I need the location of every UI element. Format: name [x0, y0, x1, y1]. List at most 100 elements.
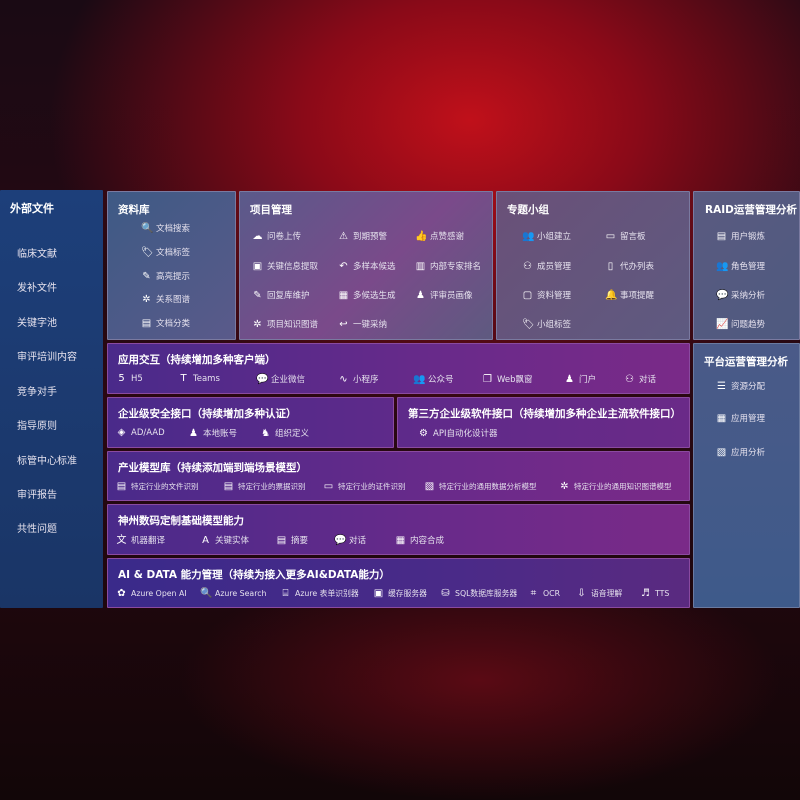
- app-item[interactable]: T Teams: [178, 373, 219, 384]
- entity-icon: A: [202, 534, 209, 546]
- raid-item[interactable]: 👥 角色管理: [716, 260, 765, 273]
- ocr-icon: ⌗: [530, 588, 537, 599]
- ai-item[interactable]: ⌸ Azure 表单识别器: [280, 588, 359, 599]
- base-model-panel: 神州数码定制基础模型能力 文机器翻译 A 关键实体 ▤ 摘要 💬 对话 ▦ 内容合成: [107, 504, 690, 555]
- project-item[interactable]: ♟ 评审员画像: [415, 289, 473, 302]
- ai-item[interactable]: ✿ Azure Open AI: [116, 588, 186, 599]
- sidebar-item[interactable]: 关键字池: [17, 318, 57, 329]
- sidebar-item[interactable]: 标管中心标准: [17, 456, 77, 467]
- doc-classify-item[interactable]: ▤ 文档分类: [141, 317, 190, 330]
- users-icon: 👥: [716, 260, 729, 272]
- library-panel: 资料库 🔍 文档搜索 🏷 文档标签 ✎ 高亮提示 ✲ 关系图谱 ▤ 文档分类: [107, 191, 236, 340]
- label: Azure 表单识别器: [295, 589, 359, 598]
- app-item[interactable]: ❐ Web飘窗: [482, 373, 533, 386]
- platform-item[interactable]: ☰ 资源分配: [716, 380, 765, 393]
- relation-graph-item[interactable]: ✲ 关系图谱: [141, 293, 190, 306]
- label: 问卷上传: [267, 232, 302, 242]
- tts-icon: ♬: [641, 588, 650, 599]
- raid-item[interactable]: ▤ 用户锻炼: [716, 230, 765, 243]
- app-item[interactable]: 5 H5: [116, 373, 143, 384]
- project-item[interactable]: ▣ 关键信息提取: [252, 260, 318, 273]
- label: 关键实体: [215, 536, 250, 546]
- project-item[interactable]: 👍 点赞感谢: [415, 230, 464, 243]
- group-item[interactable]: ▢ 资料管理: [522, 289, 571, 302]
- apps-icon: ▦: [716, 412, 727, 424]
- reply-icon: ↩: [339, 318, 348, 330]
- label: 特定行业的通用知识图谱模型: [574, 482, 672, 491]
- group-item[interactable]: 🏷 小组标签: [522, 318, 571, 331]
- label: 企业微信: [271, 375, 306, 385]
- search-doc-icon: 🔍: [200, 588, 213, 599]
- app-item[interactable]: ♟ 门户: [564, 373, 596, 386]
- label: 采纳分析: [731, 291, 766, 301]
- app-item[interactable]: ∿ 小程序: [338, 373, 378, 386]
- ai-item[interactable]: ▣ 缓存服务器: [373, 588, 427, 599]
- security-item[interactable]: ♟ 本地账号: [188, 427, 237, 440]
- project-item[interactable]: ⚠ 到期预警: [338, 230, 387, 243]
- security-panel: 企业级安全接口（持续增加多种认证） ◈ AD/AAD ♟ 本地账号 ♞ 组织定义: [107, 397, 394, 448]
- sidebar-item[interactable]: 审评培训内容: [17, 352, 77, 363]
- highlight-item[interactable]: ✎ 高亮提示: [141, 270, 191, 283]
- industry-item[interactable]: ✲ 特定行业的通用知识图谱模型: [559, 481, 672, 492]
- group-item[interactable]: ▯ 代办列表: [605, 260, 654, 273]
- ai-item[interactable]: 🔍 Azure Search: [200, 588, 266, 599]
- sidebar-item[interactable]: 临床文献: [17, 249, 57, 260]
- sidebar-item[interactable]: 审评报告: [17, 490, 57, 501]
- ai-item[interactable]: ⇩ 语音理解: [576, 588, 622, 599]
- security-item[interactable]: ◈ AD/AAD: [116, 427, 165, 438]
- project-item[interactable]: ✲ 项目知识图谱: [252, 318, 318, 331]
- app-item[interactable]: 💬 企业微信: [256, 373, 306, 386]
- ai-item[interactable]: ⛁ SQL数据库服务器: [440, 588, 517, 599]
- raid-panel: RAID运营管理分析 ▤ 用户锻炼 👥 角色管理 💬 采纳分析 📈 问题趋势: [693, 191, 800, 340]
- platform-item[interactable]: ▦ 应用管理: [716, 412, 765, 425]
- ai-title: AI & DATA 能力管理（持续为接入更多AI&DATA能力）: [118, 569, 390, 581]
- industry-item[interactable]: ▤ 特定行业的文件识别: [116, 481, 199, 492]
- doc-tag-item[interactable]: 🏷 文档标签: [141, 246, 190, 259]
- group-item[interactable]: ⚇ 成员管理: [522, 260, 571, 273]
- base-item[interactable]: ▤ 摘要: [276, 534, 308, 547]
- label: 特定行业的票据识别: [238, 482, 306, 491]
- ai-item[interactable]: ⌗ OCR: [528, 588, 560, 599]
- group-item[interactable]: 🔔 事项提醒: [605, 289, 654, 302]
- project-item[interactable]: ✎ 回复库维护: [252, 289, 309, 302]
- window-icon: ▣: [252, 260, 263, 272]
- label: 对话: [639, 375, 657, 385]
- label: 公众号: [428, 375, 454, 385]
- industry-item[interactable]: ▧ 特定行业的通用数据分析模型: [424, 481, 537, 492]
- project-item[interactable]: ▥ 内部专家排名: [415, 260, 481, 273]
- project-item[interactable]: ☁ 问卷上传: [252, 230, 302, 243]
- project-item[interactable]: ↶ 多样本候选: [338, 260, 395, 273]
- security-item[interactable]: ♞ 组织定义: [260, 427, 309, 440]
- project-item[interactable]: ▦ 多候选生成: [338, 289, 396, 302]
- sidebar-item[interactable]: 共性问题: [17, 524, 57, 535]
- chat-icon: 💬: [334, 534, 347, 546]
- org-icon: ♞: [261, 427, 270, 439]
- industry-item[interactable]: ▭ 特定行业的证件识别: [323, 481, 406, 492]
- platform-item[interactable]: ▧ 应用分析: [716, 446, 765, 459]
- group-item[interactable]: 👥 小组建立: [522, 230, 571, 243]
- ai-item[interactable]: ♬ TTS: [640, 588, 669, 599]
- app-item[interactable]: 👥 公众号: [413, 373, 454, 386]
- base-item[interactable]: ▦ 内容合成: [395, 534, 444, 547]
- third-party-item[interactable]: ⚙ API自动化设计器: [418, 427, 497, 440]
- industry-item[interactable]: ▤ 特定行业的票据识别: [223, 481, 306, 492]
- graph-icon: ✲: [560, 481, 569, 492]
- tag-icon: 🏷: [522, 318, 535, 330]
- label: 高亮提示: [156, 272, 191, 282]
- project-item[interactable]: ↩ 一键采纳: [338, 318, 387, 331]
- group-item[interactable]: ▭ 留言板: [605, 230, 646, 243]
- app-item[interactable]: ⚇ 对话: [624, 373, 657, 386]
- azure-ad-icon: ◈: [117, 427, 126, 438]
- sidebar-item[interactable]: 发补文件: [17, 283, 57, 294]
- sidebar-item[interactable]: 竞争对手: [17, 387, 57, 398]
- raid-item[interactable]: 💬 采纳分析: [716, 289, 766, 302]
- raid-item[interactable]: 📈 问题趋势: [716, 318, 765, 331]
- doc-search-item[interactable]: 🔍 文档搜索: [141, 222, 190, 235]
- base-item[interactable]: 💬 对话: [334, 534, 366, 547]
- alarm-icon: ⚠: [339, 230, 348, 242]
- base-item[interactable]: A 关键实体: [200, 534, 250, 547]
- teams-icon: T: [180, 373, 187, 384]
- sidebar-item[interactable]: 指导原则: [17, 421, 57, 432]
- label: 特定行业的证件识别: [338, 482, 406, 491]
- base-item[interactable]: 文机器翻译: [116, 534, 166, 547]
